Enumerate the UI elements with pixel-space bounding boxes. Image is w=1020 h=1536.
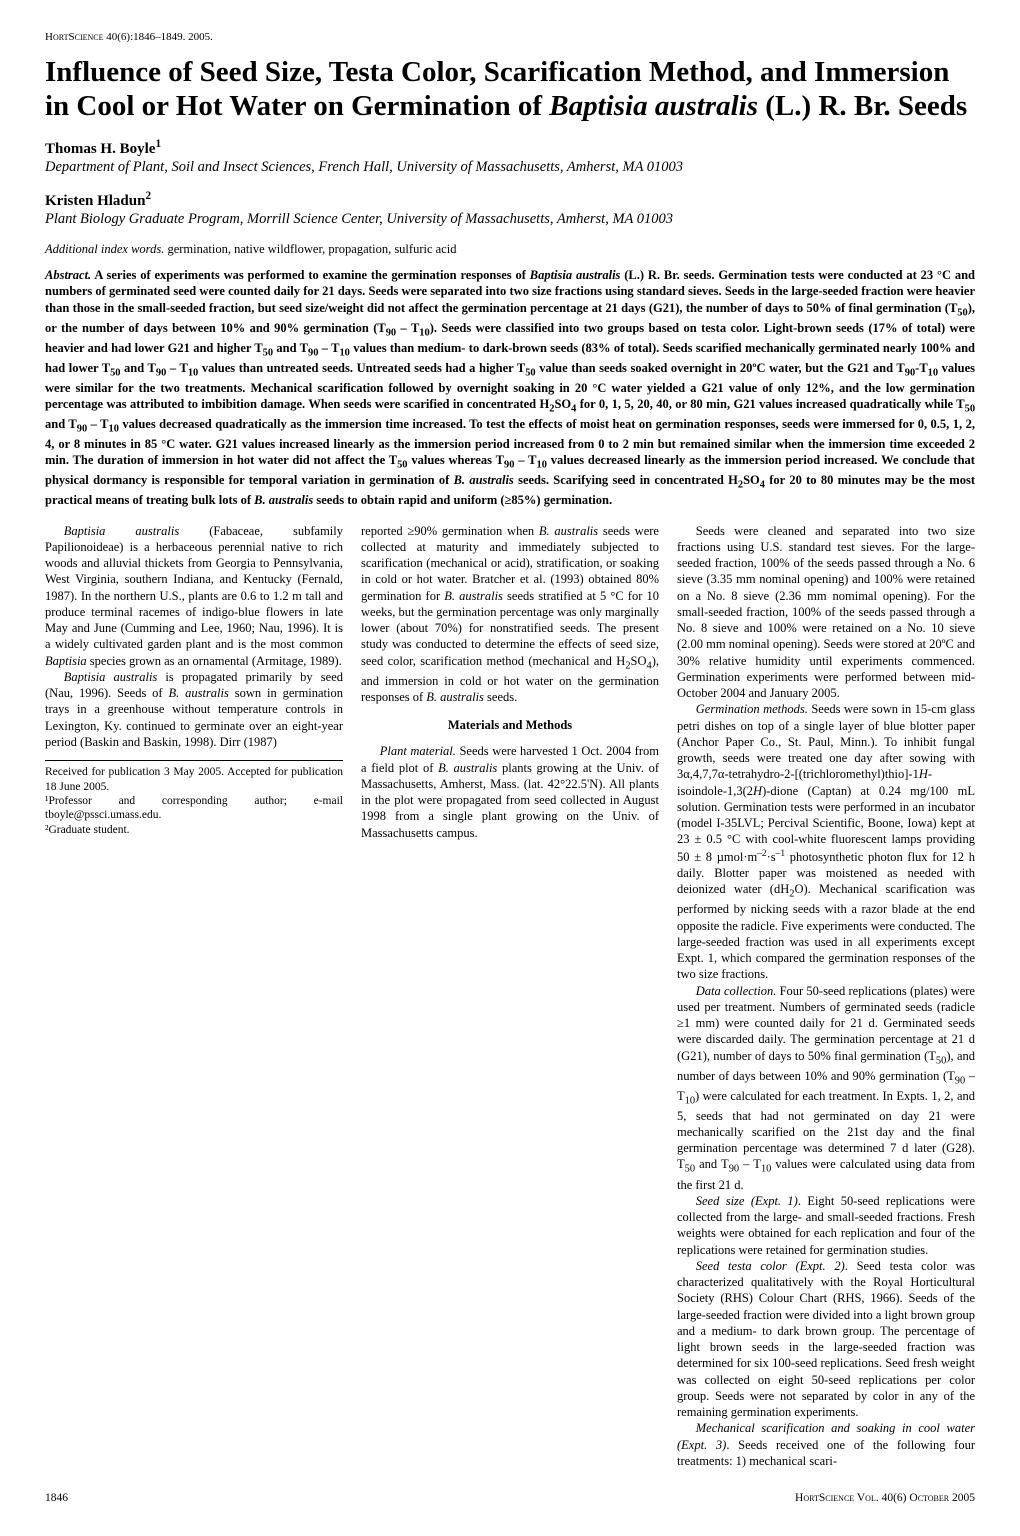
materials-methods-heading: Materials and Methods xyxy=(361,717,659,733)
body-p5: Seeds were cleaned and separated into tw… xyxy=(677,523,975,702)
hdr-d: cience xyxy=(75,31,104,43)
footnotes: Received for publication 3 May 2005. Acc… xyxy=(45,765,343,837)
body-p4: Plant material. Seeds were harvested 1 O… xyxy=(361,743,659,841)
hdr-a: H xyxy=(45,31,53,43)
page-number: 1846 xyxy=(45,1491,68,1506)
body-p10: Mechanical scarification and soaking in … xyxy=(677,1420,975,1469)
footnote-1: Received for publication 3 May 2005. Acc… xyxy=(45,765,343,794)
index-words-text: germination, native wildflower, propagat… xyxy=(164,242,456,256)
footer-journal: HortScience Vol. 40(6) October 2005 xyxy=(795,1491,975,1506)
body-p3: reported ≥90% germination when B. austra… xyxy=(361,523,659,706)
hdr-b: ort xyxy=(53,31,69,43)
article-title: Influence of Seed Size, Testa Color, Sca… xyxy=(45,56,975,123)
body-p2: Baptisia australis is propagated primari… xyxy=(45,669,343,750)
author-1-super: 1 xyxy=(155,138,161,150)
author-2-name: Kristen Hladun2 xyxy=(45,189,975,212)
body-p1: Baptisia australis (Fabaceae, subfamily … xyxy=(45,523,343,669)
body-p9: Seed testa color (Expt. 2). Seed testa c… xyxy=(677,1258,975,1421)
hdr-cite: 40(6):1846–1849. 2005. xyxy=(104,31,213,43)
journal-header: HortScience 40(6):1846–1849. 2005. xyxy=(45,30,975,44)
author-1-name: Thomas H. Boyle1 xyxy=(45,137,975,160)
body-p8: Seed size (Expt. 1). Eight 50-seed repli… xyxy=(677,1193,975,1258)
body-p6: Germination methods. Seeds were sown in … xyxy=(677,701,975,982)
author-2-name-text: Kristen Hladun xyxy=(45,193,145,209)
author-1-affiliation: Department of Plant, Soil and Insect Sci… xyxy=(45,159,975,176)
abstract: Abstract. A series of experiments was pe… xyxy=(45,267,975,509)
index-words-label: Additional index words. xyxy=(45,242,164,256)
footnote-2: ¹Professor and corresponding author; e-m… xyxy=(45,794,343,823)
page-footer: 1846 HortScience Vol. 40(6) October 2005 xyxy=(45,1491,975,1506)
footnote-rule xyxy=(45,760,343,761)
author-2-affiliation: Plant Biology Graduate Program, Morrill … xyxy=(45,211,975,228)
author-1-name-text: Thomas H. Boyle xyxy=(45,141,155,157)
index-words: Additional index words. germination, nat… xyxy=(45,241,975,257)
footnote-3: ²Graduate student. xyxy=(45,823,343,837)
body-columns: Baptisia australis (Fabaceae, subfamily … xyxy=(45,523,975,1469)
author-2-super: 2 xyxy=(145,190,151,202)
body-p7: Data collection. Four 50-seed replicatio… xyxy=(677,983,975,1193)
